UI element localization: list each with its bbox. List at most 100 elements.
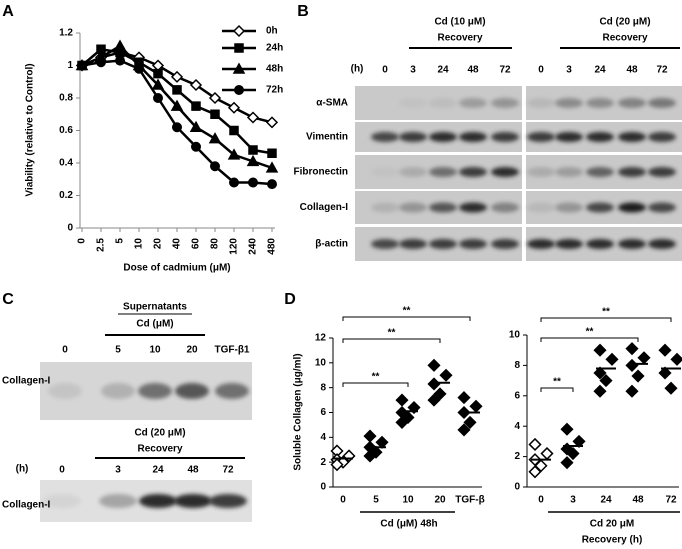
legend-label: 24h (266, 43, 283, 54)
y-tick-label: 1 (67, 60, 73, 71)
blot-band (48, 383, 82, 399)
y-tick-label: 10 (315, 357, 327, 368)
x-tick-label: 10 (402, 495, 414, 506)
blot-subtitle: Cd (μM) (136, 319, 173, 330)
y-tick-label: 0 (67, 223, 73, 234)
significance-label: ** (403, 306, 411, 317)
marker (566, 446, 580, 461)
lane-label: 0 (62, 345, 68, 356)
marker (265, 161, 279, 173)
lane-label: 3 (410, 65, 416, 76)
blot-band (648, 132, 676, 142)
x-tick-label: 240 (248, 238, 259, 255)
x-tick-label: 10 (134, 238, 145, 250)
blot-band (175, 383, 209, 399)
marker (540, 446, 554, 461)
marker (593, 384, 607, 398)
y-tick-label: 12 (315, 333, 327, 344)
marker (528, 437, 542, 452)
blot-band (586, 202, 614, 213)
row-label: β-actin (315, 239, 348, 250)
lane-label: 3 (566, 65, 572, 76)
row-label: Vimentin (306, 132, 348, 143)
blot-band (618, 132, 646, 142)
marker (439, 368, 453, 382)
marker (560, 422, 574, 436)
x-tick-label: 0 (538, 495, 544, 506)
blot-band (648, 98, 676, 108)
marker (560, 456, 574, 470)
marker (625, 342, 639, 356)
lane-label: 48 (626, 65, 638, 76)
marker (153, 68, 163, 79)
blot-band (371, 132, 399, 142)
marker (134, 63, 144, 74)
blot-band (99, 494, 137, 508)
y-tick-label: 8 (320, 382, 326, 393)
marker (593, 366, 607, 380)
blot-band (491, 239, 519, 249)
lane-label: 72 (499, 65, 511, 76)
blot-band (459, 167, 487, 177)
blot-title: Supernatants (123, 302, 187, 313)
marker (170, 70, 184, 83)
blot-band (527, 167, 555, 177)
blot-band (429, 167, 457, 177)
blot-band (618, 167, 646, 177)
blot-band (586, 167, 614, 177)
marker (427, 377, 441, 391)
x-axis-label: Dose of cadmium (μM) (123, 263, 230, 274)
marker (208, 91, 222, 105)
marker (265, 116, 279, 129)
lane-label: 5 (115, 345, 121, 356)
y-axis-label: Viability (relative to Control) (25, 63, 36, 196)
legend-label: 0h (266, 26, 278, 37)
marker (96, 57, 106, 68)
marker (77, 60, 87, 71)
marker (457, 391, 471, 405)
marker (625, 384, 639, 398)
marker (267, 148, 277, 158)
x-tick-label: 20 (153, 238, 164, 250)
marker (232, 62, 246, 74)
legend-label: 72h (266, 85, 283, 96)
lane-label: 3 (115, 465, 121, 476)
blot-band (371, 239, 399, 249)
marker (229, 177, 239, 188)
blot-band (459, 202, 487, 213)
lane-label: 72 (222, 465, 234, 476)
blot-band (491, 98, 519, 108)
marker (232, 24, 246, 38)
marker (658, 366, 672, 380)
marker (463, 415, 477, 429)
blot-band (555, 202, 583, 213)
blot-band (555, 132, 583, 142)
x-tick-label: 72 (665, 495, 677, 506)
lane-label: 48 (467, 65, 479, 76)
blot-band (399, 167, 427, 177)
blot-band (491, 167, 519, 177)
marker (227, 101, 241, 114)
significance-bracket (342, 382, 409, 387)
row-label: Collagen-I (300, 202, 349, 213)
marker (469, 399, 483, 413)
blot-band (209, 494, 247, 508)
x-axis-label: Recovery (h) (582, 535, 643, 546)
marker (375, 435, 389, 449)
blot-band (555, 167, 583, 177)
blot-band (429, 202, 457, 213)
marker (670, 352, 682, 366)
marker (229, 125, 239, 136)
marker (658, 343, 672, 357)
marker (330, 458, 344, 472)
row-label: α-SMA (316, 98, 348, 109)
marker (534, 459, 548, 473)
marker (234, 85, 244, 95)
significance-bracket (342, 338, 441, 343)
lane-label: 0 (382, 65, 388, 76)
blot-band (527, 239, 555, 249)
blot-band (371, 202, 399, 213)
marker (664, 381, 678, 395)
blot-band (429, 239, 457, 249)
